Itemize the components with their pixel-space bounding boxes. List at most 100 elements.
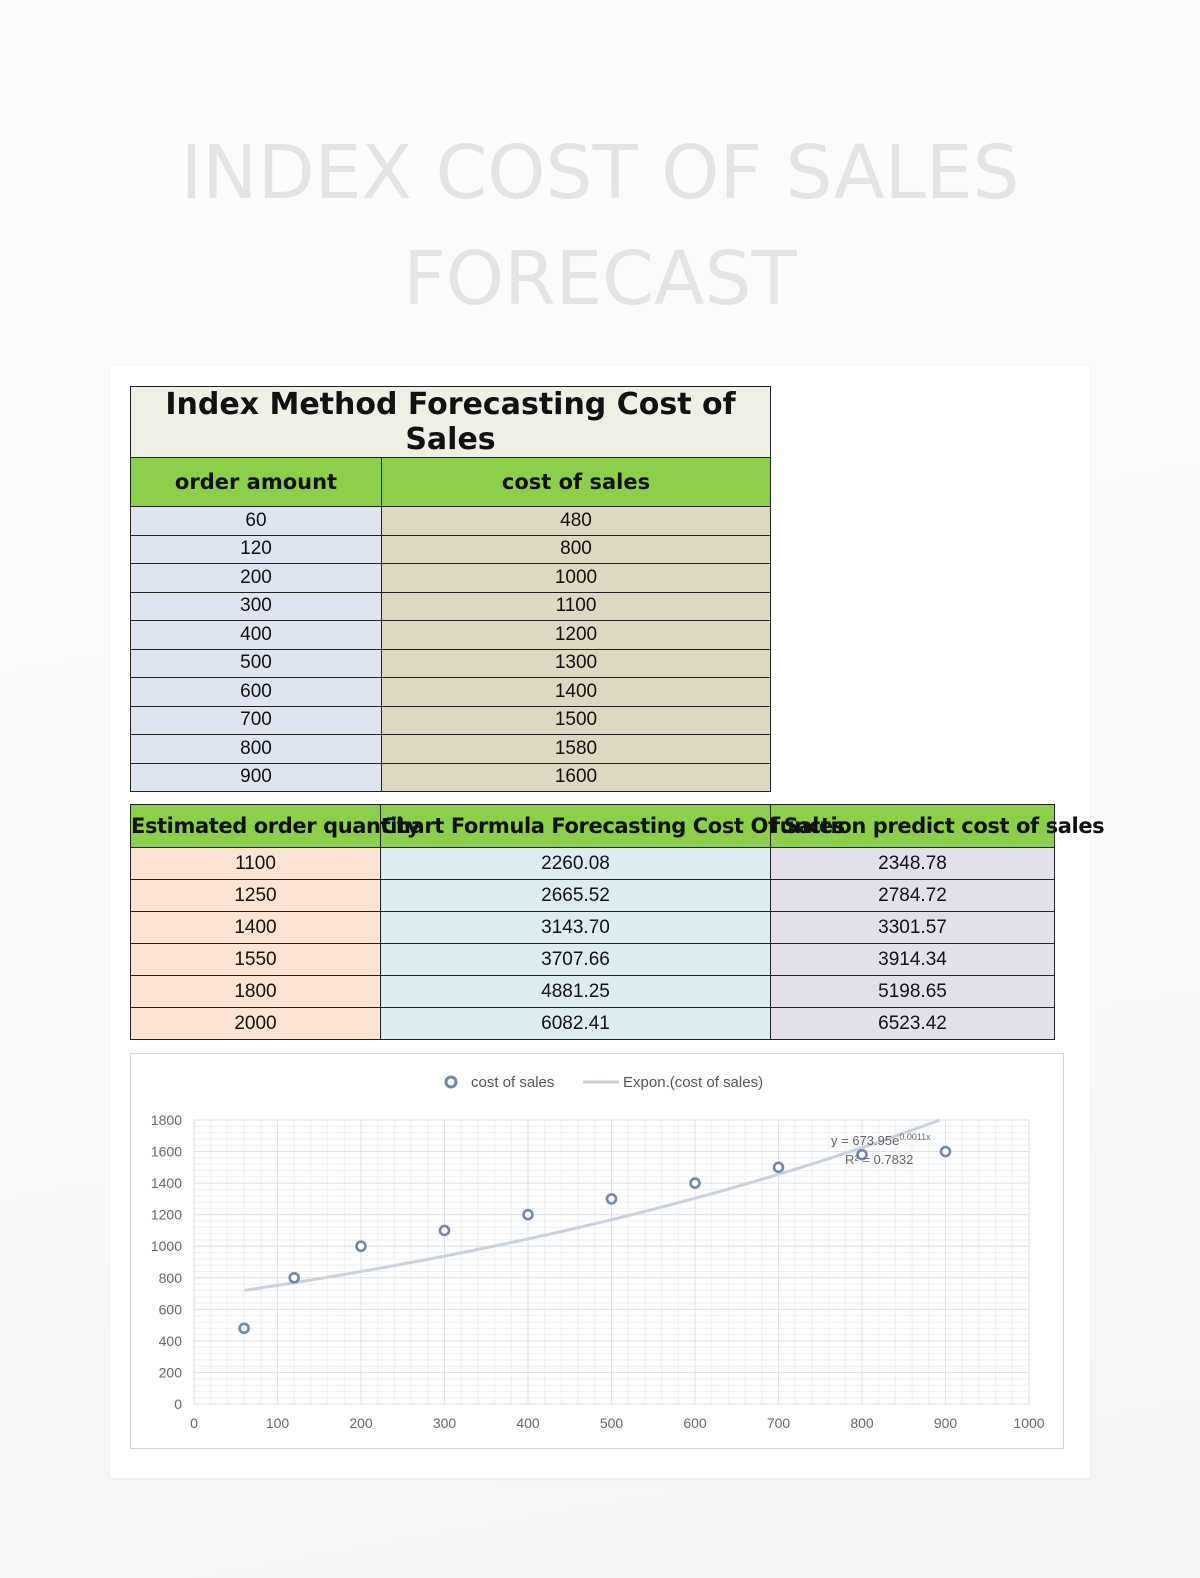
page-title: INDEX COST OF SALES FORECAST	[0, 120, 1200, 332]
x-tick-label: 1000	[1013, 1415, 1044, 1431]
x-tick-label: 300	[433, 1415, 457, 1431]
data-point	[856, 1148, 868, 1161]
table1-title: Index Method Forecasting Cost of Sales	[130, 386, 771, 458]
data-point	[438, 1224, 451, 1237]
legend-series-label: cost of sales	[471, 1074, 554, 1091]
order-amount-cell: 700	[130, 705, 382, 735]
cost-of-sales-cell: 800	[381, 534, 771, 564]
table-row: 600 1400	[130, 677, 771, 707]
x-tick-label: 800	[850, 1415, 874, 1431]
estimated-quantity-cell: 2000	[130, 1007, 381, 1040]
header-estimated-order-quantity: Estimated order quantity	[130, 804, 420, 848]
data-point	[288, 1271, 300, 1284]
x-tick-label: 400	[516, 1415, 540, 1431]
page-title-line1: INDEX COST OF SALES	[180, 130, 1020, 216]
cost-of-sales-cell: 480	[381, 506, 771, 536]
order-amount-cell: 300	[130, 591, 382, 621]
header-order-amount: order amount	[130, 457, 382, 507]
order-amount-cell: 900	[130, 762, 382, 792]
table-row: 1800 4881.25 5198.65	[130, 975, 1055, 1008]
trendline-equation: y = 673.95e0.0011x R² = 0.7832	[831, 1132, 931, 1167]
x-tick-label: 100	[266, 1415, 290, 1431]
table-row: 300 1100	[130, 591, 771, 621]
equation-base: y = 673.95e	[831, 1133, 899, 1148]
order-amount-cell: 120	[130, 534, 382, 564]
data-point	[355, 1240, 367, 1253]
cost-of-sales-cell: 1580	[381, 734, 771, 764]
chart-legend: cost of sales Expon.(cost of sales)	[444, 1074, 763, 1091]
y-tick-label: 1800	[151, 1112, 182, 1128]
table-row: 1550 3707.66 3914.34	[130, 943, 1055, 976]
data-points	[238, 1145, 952, 1335]
x-tick-label: 700	[767, 1415, 791, 1431]
header-chart-formula-forecast: Chart Formula Forecasting Cost Of Sales	[380, 804, 845, 848]
y-tick-label: 800	[159, 1270, 183, 1286]
chart-formula-cell: 3707.66	[380, 943, 771, 976]
x-tick-label: 900	[934, 1415, 958, 1431]
table-row: 400 1200	[130, 620, 771, 650]
y-tick-label: 1200	[151, 1207, 182, 1223]
cost-of-sales-cell: 1600	[381, 762, 771, 792]
estimated-quantity-cell: 1800	[130, 975, 381, 1008]
page-title-line2: FORECAST	[403, 236, 797, 322]
chart-axes: 0 100 200 300 400 500 600 700 800 900 1000 0 200 400 6…	[151, 1112, 1045, 1431]
table-row: 1250 2665.52 2784.72	[130, 879, 1055, 912]
chart-formula-cell: 4881.25	[380, 975, 771, 1008]
spreadsheet-sheet: Index Method Forecasting Cost of Sales o…	[110, 366, 1105, 1478]
legend-trendline-label: Expon.(cost of sales)	[623, 1074, 763, 1091]
y-tick-label: 1000	[151, 1238, 182, 1254]
x-tick-label: 600	[683, 1415, 707, 1431]
table-row: 60 480	[130, 506, 771, 536]
trendline	[243, 1118, 941, 1292]
data-point	[522, 1208, 534, 1221]
y-tick-label: 0	[174, 1396, 182, 1412]
cost-of-sales-cell: 1300	[381, 648, 771, 678]
cost-of-sales-cell: 1100	[381, 591, 771, 621]
function-predict-cell: 2784.72	[770, 879, 1055, 912]
table-row: 500 1300	[130, 648, 771, 678]
order-amount-cell: 400	[130, 620, 382, 650]
estimated-quantity-cell: 1100	[130, 847, 381, 880]
table-row: 1100 2260.08 2348.78	[130, 847, 1055, 880]
cost-of-sales-cell: 1500	[381, 705, 771, 735]
data-point	[689, 1177, 701, 1189]
data-point	[939, 1145, 952, 1158]
estimated-quantity-cell: 1250	[130, 879, 381, 912]
estimated-quantity-cell: 1400	[130, 911, 381, 944]
order-amount-cell: 200	[130, 563, 382, 593]
table-row: 120 800	[130, 534, 771, 564]
table-row: 200 1000	[130, 563, 771, 593]
scatter-chart[interactable]: cost of sales Expon.(cost of sales) 0 100…	[130, 1053, 1064, 1449]
function-predict-cell: 6523.42	[770, 1007, 1055, 1040]
trendline-layer	[243, 1118, 941, 1292]
equation-exponent: 0.0011x	[899, 1132, 931, 1142]
function-predict-cell: 5198.65	[770, 975, 1055, 1008]
y-tick-label: 1600	[151, 1144, 182, 1160]
cost-of-sales-cell: 1000	[381, 563, 771, 593]
data-point	[605, 1193, 618, 1205]
chart-formula-cell: 2665.52	[380, 879, 771, 912]
y-tick-label: 600	[159, 1301, 183, 1317]
legend-marker-icon	[444, 1075, 458, 1089]
table-row: 1400 3143.70 3301.57	[130, 911, 1055, 944]
table-row: 700 1500	[130, 705, 771, 735]
x-tick-label: 200	[349, 1415, 373, 1431]
svg-text:y = 673.95e0.0011x: y = 673.95e0.0011x	[831, 1132, 931, 1148]
order-amount-cell: 60	[130, 506, 382, 536]
header-cost-of-sales: cost of sales	[381, 457, 771, 507]
cost-of-sales-cell: 1200	[381, 620, 771, 650]
order-amount-cell: 500	[130, 648, 382, 678]
cost-of-sales-cell: 1400	[381, 677, 771, 707]
equation-r-squared: R² = 0.7832	[845, 1152, 913, 1167]
index-method-table: Index Method Forecasting Cost of Sales o…	[130, 386, 771, 792]
function-predict-cell: 3914.34	[770, 943, 1055, 976]
y-tick-label: 400	[159, 1333, 183, 1349]
estimated-quantity-cell: 1550	[130, 943, 381, 976]
order-amount-cell: 600	[130, 677, 382, 707]
function-predict-cell: 2348.78	[770, 847, 1055, 880]
table-row: 900 1600	[130, 762, 771, 792]
chart-formula-cell: 2260.08	[380, 847, 771, 880]
forecast-table: Estimated order quantity Chart Formula F…	[130, 804, 1105, 1040]
chart-formula-cell: 3143.70	[380, 911, 771, 944]
order-amount-cell: 800	[130, 734, 382, 764]
